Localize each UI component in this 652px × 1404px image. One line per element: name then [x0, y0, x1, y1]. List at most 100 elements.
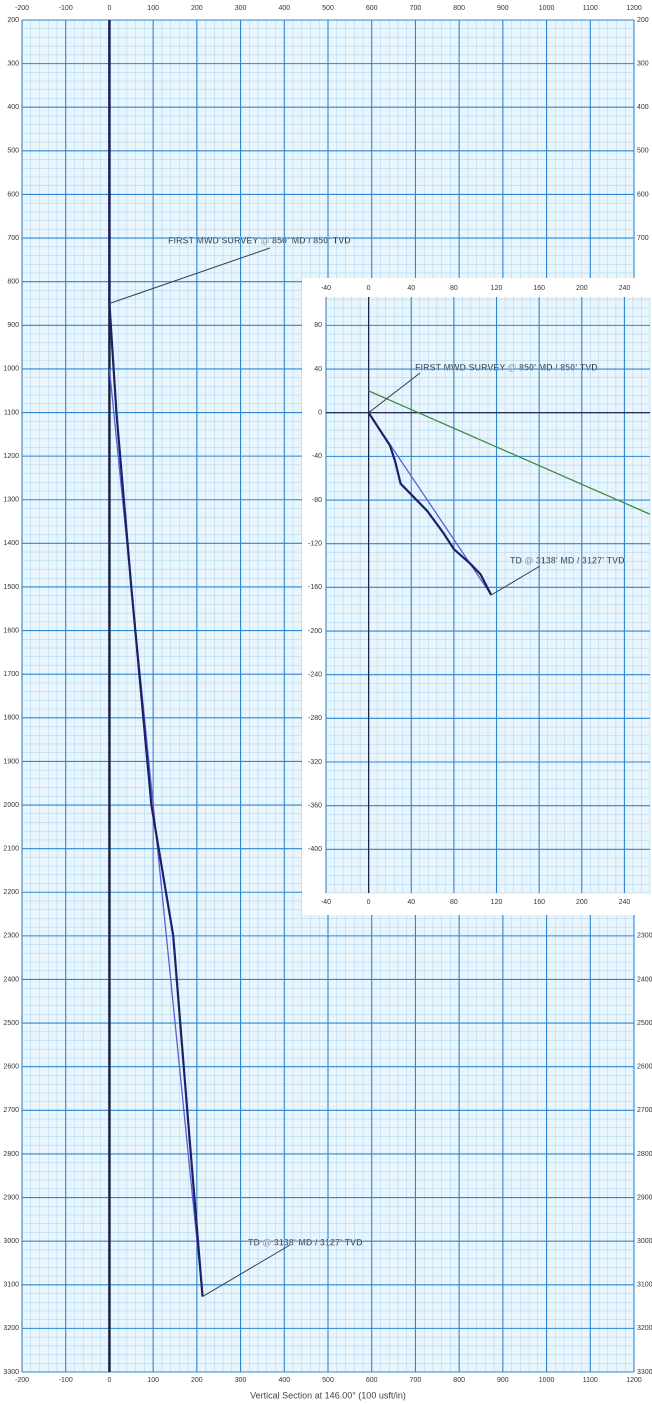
y-tick-label: 1100	[4, 409, 19, 416]
y-tick-label-right: 3000	[637, 1238, 652, 1245]
y-tick-label: -120	[308, 541, 322, 548]
annotation: FIRST MWD SURVEY @ 850' MD / 850' TVD	[168, 235, 351, 245]
x-tick-label: 240	[619, 899, 631, 906]
y-tick-label: 2900	[3, 1194, 19, 1201]
y-tick-label: 1700	[3, 671, 19, 678]
x-tick-label: 240	[619, 285, 631, 292]
y-tick-label: 40	[314, 366, 322, 373]
x-tick-label: 200	[191, 1377, 203, 1384]
y-tick-label: -280	[308, 715, 322, 722]
annotation: FIRST MWD SURVEY @ 850' MD / 850' TVD	[415, 362, 598, 372]
x-tick-label: 200	[576, 285, 588, 292]
y-tick-label-right: 300	[637, 60, 649, 67]
series-line	[108, 20, 204, 1297]
x-tick-label: 200	[576, 899, 588, 906]
y-tick-label-right: 2600	[637, 1064, 652, 1071]
x-tick-label: 0	[367, 899, 371, 906]
y-tick-label-right: 200	[637, 17, 649, 24]
y-tick-label: -40	[312, 453, 322, 460]
y-tick-label: 2800	[3, 1151, 19, 1158]
annotation: TD @ 3138' MD / 3127' TVD	[510, 555, 625, 565]
x-tick-label: -100	[59, 1377, 73, 1384]
annotation: TD @ 3138' MD / 3127' TVD	[248, 1237, 363, 1247]
y-tick-label: 1500	[3, 584, 19, 591]
x-tick-label: 0	[107, 5, 111, 12]
x-tick-label: 160	[533, 285, 545, 292]
x-tick-label: 1100	[583, 1377, 598, 1384]
x-tick-label: 500	[322, 5, 334, 12]
x-tick-label: 700	[410, 1377, 422, 1384]
x-tick-label: 300	[235, 1377, 247, 1384]
y-tick-label-right: 2800	[637, 1151, 652, 1158]
y-tick-label: 1000	[3, 366, 19, 373]
y-tick-label-right: 3100	[637, 1282, 652, 1289]
y-tick-label-right: 3200	[637, 1325, 652, 1332]
y-tick-label-right: 500	[637, 148, 649, 155]
x-tick-label: 900	[497, 1377, 509, 1384]
y-tick-label-right: 2500	[637, 1020, 652, 1027]
y-tick-label: 2200	[3, 889, 19, 896]
x-tick-label: 160	[533, 899, 545, 906]
x-tick-label: 400	[278, 5, 290, 12]
y-tick-label: 1300	[3, 497, 19, 504]
y-tick-label-right: 3300	[637, 1369, 652, 1376]
x-tick-label: 1200	[626, 5, 642, 12]
y-tick-label: -400	[308, 846, 322, 853]
annotation-leader	[490, 565, 541, 596]
y-tick-label: 3300	[3, 1369, 19, 1376]
x-tick-label: -200	[15, 5, 29, 12]
x-tick-label: -100	[59, 5, 73, 12]
y-tick-label: 2700	[3, 1107, 19, 1114]
y-tick-label: 200	[7, 17, 19, 24]
y-tick-label: -80	[312, 497, 322, 504]
x-tick-label: 120	[491, 899, 503, 906]
y-tick-label-right: 400	[637, 104, 649, 111]
x-tick-label: 80	[450, 899, 458, 906]
x-tick-label: 600	[366, 5, 378, 12]
annotation-leader	[202, 1244, 291, 1297]
x-tick-label: 100	[147, 5, 159, 12]
y-tick-label: 3200	[3, 1325, 19, 1332]
y-tick-label: 800	[7, 279, 19, 286]
y-tick-label: 400	[7, 104, 19, 111]
x-tick-label: 600	[366, 1377, 378, 1384]
y-tick-label: 2600	[3, 1064, 19, 1071]
y-tick-label: 300	[7, 60, 19, 67]
x-tick-label: 100	[147, 1377, 159, 1384]
x-tick-label: 400	[278, 1377, 290, 1384]
y-tick-label: -320	[308, 759, 322, 766]
y-tick-label: 2000	[3, 802, 19, 809]
y-tick-label: 1200	[3, 453, 19, 460]
series-line	[367, 412, 493, 596]
y-tick-label: 1400	[3, 540, 19, 547]
x-tick-label: -200	[15, 1377, 29, 1384]
y-tick-label: 2300	[3, 933, 19, 940]
x-tick-label: 0	[107, 1377, 111, 1384]
y-tick-label: 1900	[3, 758, 19, 765]
series-line	[368, 390, 651, 515]
x-tick-label: -40	[321, 899, 331, 906]
x-tick-label: 500	[322, 1377, 334, 1384]
x-tick-label: 80	[450, 285, 458, 292]
x-tick-label: 40	[407, 899, 415, 906]
x-tick-label: -40	[321, 285, 331, 292]
y-tick-label: 600	[7, 191, 19, 198]
x-tick-label: 1100	[583, 5, 598, 12]
x-tick-label: 120	[491, 285, 503, 292]
y-tick-label: 80	[314, 322, 322, 329]
y-tick-label: 2100	[3, 845, 19, 852]
y-tick-label-right: 600	[637, 191, 649, 198]
y-tick-label: 500	[7, 148, 19, 155]
x-tick-label: 0	[367, 285, 371, 292]
y-tick-label-right: 2700	[637, 1107, 652, 1114]
y-tick-label: -160	[308, 584, 322, 591]
y-tick-label: -360	[308, 803, 322, 810]
chart-panel: -40-400040408080120120160160200200240240…	[302, 278, 652, 915]
y-tick-label: 2400	[3, 976, 19, 983]
y-tick-label-right: 2400	[637, 976, 652, 983]
y-tick-label: -200	[308, 628, 322, 635]
x-tick-label: 1200	[626, 1377, 642, 1384]
annotation-leader	[109, 247, 271, 304]
x-tick-label: 1000	[539, 5, 555, 12]
